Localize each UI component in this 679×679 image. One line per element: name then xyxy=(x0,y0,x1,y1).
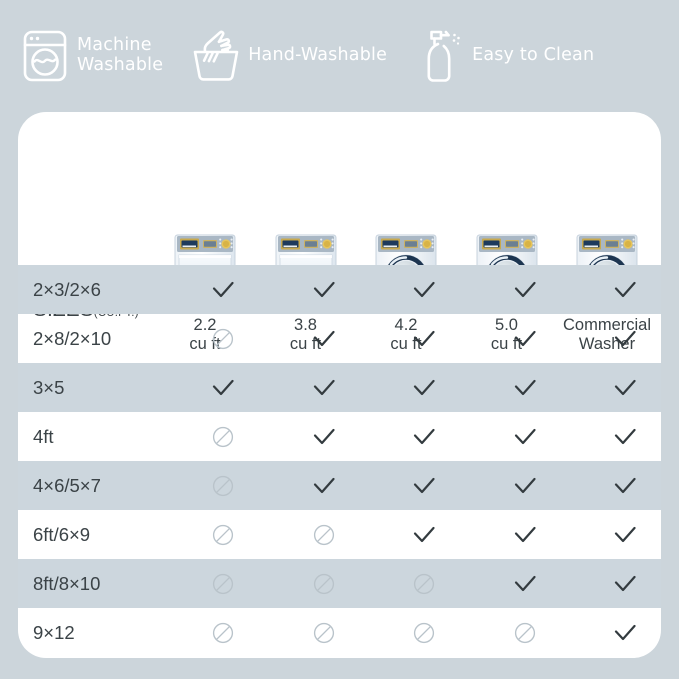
feature-spray-bottle: Easy to Clean xyxy=(415,28,594,84)
feature-machine-washable: Machine Washable xyxy=(20,28,163,84)
column-caption: 5.0 cu ft xyxy=(490,316,523,353)
washing-machine-icon xyxy=(571,230,643,312)
title-units: (CU.FT.) xyxy=(93,306,139,319)
washing-machine-icon xyxy=(270,230,342,312)
feature-label: Hand-Washable xyxy=(248,45,388,66)
column-caption: Commercial Washer xyxy=(562,316,651,353)
title-line-1: WASHER xyxy=(33,271,125,294)
column-caption: 3.8 cu ft xyxy=(289,316,322,353)
feature-label: Easy to Clean xyxy=(472,45,595,66)
column-caption: 4.2 cu ft xyxy=(390,316,422,353)
machine-washable-icon xyxy=(20,28,70,84)
washing-machine-icon xyxy=(169,230,241,312)
feature-label: Machine Washable xyxy=(77,35,164,75)
column-caption: 2.2 cu ft xyxy=(189,316,221,353)
table-header-row: WASHER SIZES(CU.FT.) xyxy=(0,112,679,353)
title-line-2: SIZES xyxy=(33,297,94,321)
hand-washable-icon xyxy=(191,28,241,84)
spray-bottle-icon xyxy=(415,28,465,84)
column-header-washer-commercial: Commercial Washer xyxy=(547,230,667,354)
washing-machine-icon xyxy=(471,230,543,312)
feature-hand-washable: Hand-Washable xyxy=(191,28,387,84)
washing-machine-icon xyxy=(370,230,442,312)
feature-banner: Machine Washable Hand-Washable Easy to C… xyxy=(0,0,679,112)
